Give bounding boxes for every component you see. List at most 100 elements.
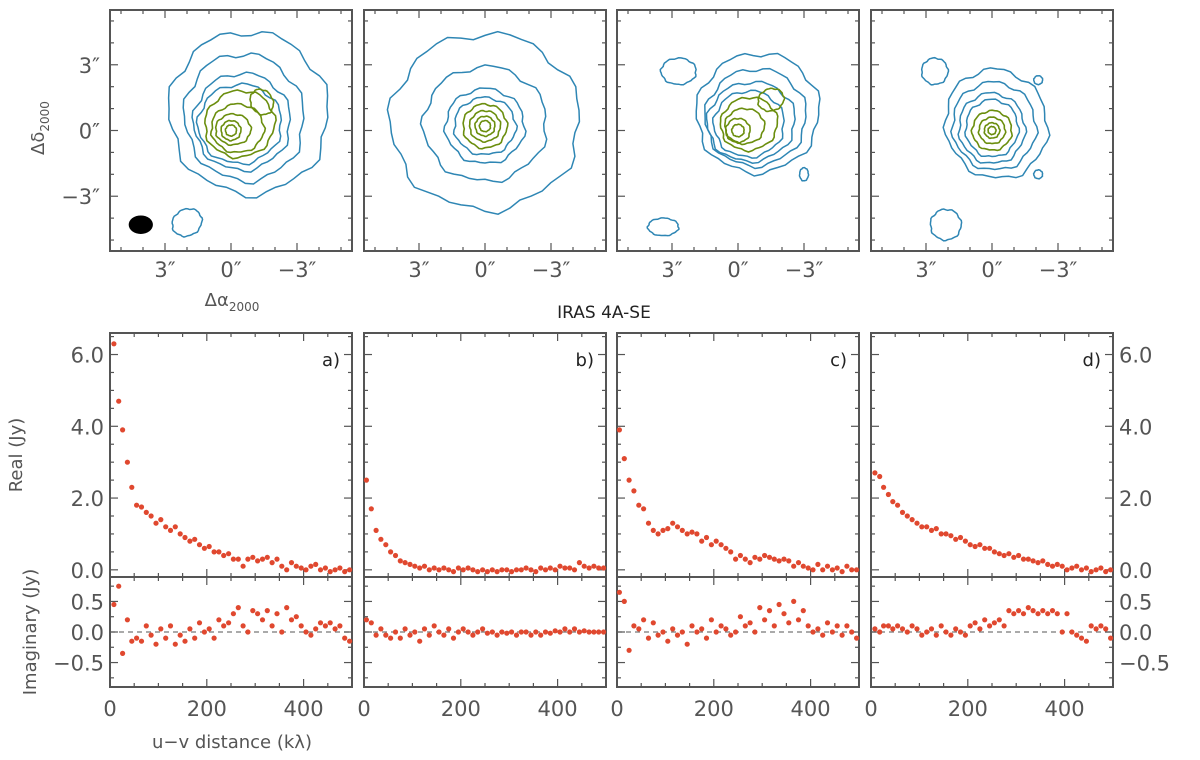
data-point (567, 629, 573, 635)
data-point (881, 484, 887, 490)
data-point (1045, 561, 1051, 568)
data-point (786, 620, 792, 626)
data-point (226, 551, 232, 557)
data-point (552, 628, 558, 634)
data-point (250, 608, 256, 614)
data-point (528, 632, 534, 638)
data-point (591, 629, 597, 635)
real-panel-2: b) (363, 332, 607, 578)
data-point (303, 567, 309, 573)
data-point (972, 620, 978, 626)
data-point (824, 563, 831, 569)
data-point (1011, 554, 1017, 560)
data-point (660, 629, 666, 635)
data-point (417, 638, 423, 644)
contour-frame (109, 9, 353, 252)
data-point (412, 629, 418, 635)
contour-outer (442, 87, 527, 164)
data-point (616, 589, 623, 595)
data-point (322, 565, 328, 571)
panel-frame (109, 332, 353, 578)
data-point (279, 563, 285, 569)
data-point (450, 635, 457, 641)
data-point (679, 527, 685, 534)
data-point (538, 632, 544, 638)
x-tick-label: 200 (187, 697, 227, 721)
real-panel-3: c) (616, 332, 860, 578)
data-point (689, 623, 695, 629)
data-point (708, 542, 715, 548)
data-point (703, 534, 710, 541)
data-point (771, 556, 777, 562)
data-point (143, 623, 149, 629)
data-point (192, 635, 198, 641)
data-point (1093, 626, 1099, 632)
data-point (235, 605, 241, 611)
imag-panel-4: 0 200 400 −0.5 0.0 0.5 (864, 576, 1170, 721)
data-point (586, 565, 592, 571)
data-point (810, 567, 816, 573)
data-point (363, 617, 369, 623)
data-point (694, 531, 700, 537)
data-point (134, 502, 140, 508)
data-point (982, 617, 988, 623)
data-point (523, 629, 529, 635)
data-point (586, 629, 592, 635)
contour-outer (798, 166, 810, 182)
real-visibility-panels: a) 0.0 2.0 4.0 6.0 b) c) d) 0.0 2.0 4.0 6.0 Real (Jy… (6, 332, 1152, 583)
contour-outer (695, 52, 821, 177)
data-point (616, 427, 623, 433)
data-point (332, 567, 338, 573)
data-point (791, 598, 797, 605)
data-point (849, 629, 855, 635)
data-point (172, 641, 178, 647)
data-point (167, 527, 174, 534)
data-point (972, 543, 978, 550)
contour-frame (616, 9, 860, 252)
data-point (1093, 567, 1099, 573)
data-point (733, 556, 739, 562)
contour-inner (224, 124, 238, 137)
data-point (1040, 558, 1046, 564)
x-tick-label: 0″ (220, 258, 241, 282)
data-point (834, 565, 840, 571)
data-point (337, 623, 343, 629)
data-point (571, 567, 578, 573)
data-point (820, 567, 826, 573)
panel-label: d) (1083, 350, 1101, 371)
data-point (933, 632, 939, 638)
data-point (665, 638, 671, 644)
data-point (528, 567, 534, 573)
x-tick-label: 3″ (408, 258, 429, 282)
data-point (621, 456, 627, 462)
data-point (552, 567, 558, 573)
contour-outer (659, 57, 697, 86)
y-tick-label: 3″ (79, 54, 100, 78)
data-point (581, 628, 587, 634)
panel-label: c) (830, 350, 847, 371)
data-point (441, 565, 447, 571)
data-point (120, 427, 126, 433)
data-point (347, 638, 353, 644)
data-point (153, 520, 159, 526)
data-point (854, 567, 860, 573)
data-point (484, 569, 490, 575)
data-point (177, 531, 183, 537)
data-point (480, 567, 486, 573)
data-point (694, 629, 700, 635)
data-point (757, 605, 763, 611)
data-point (480, 626, 486, 632)
data-point (240, 563, 246, 569)
beam-ellipse (128, 215, 153, 234)
data-point (397, 558, 403, 564)
data-point (163, 524, 169, 530)
contour-outer (452, 96, 519, 156)
data-point (723, 626, 729, 632)
data-point (206, 543, 212, 550)
data-point (1108, 567, 1114, 573)
data-point (308, 632, 314, 638)
data-point (313, 561, 319, 568)
panel-frame (870, 332, 1114, 578)
data-point (781, 611, 787, 617)
